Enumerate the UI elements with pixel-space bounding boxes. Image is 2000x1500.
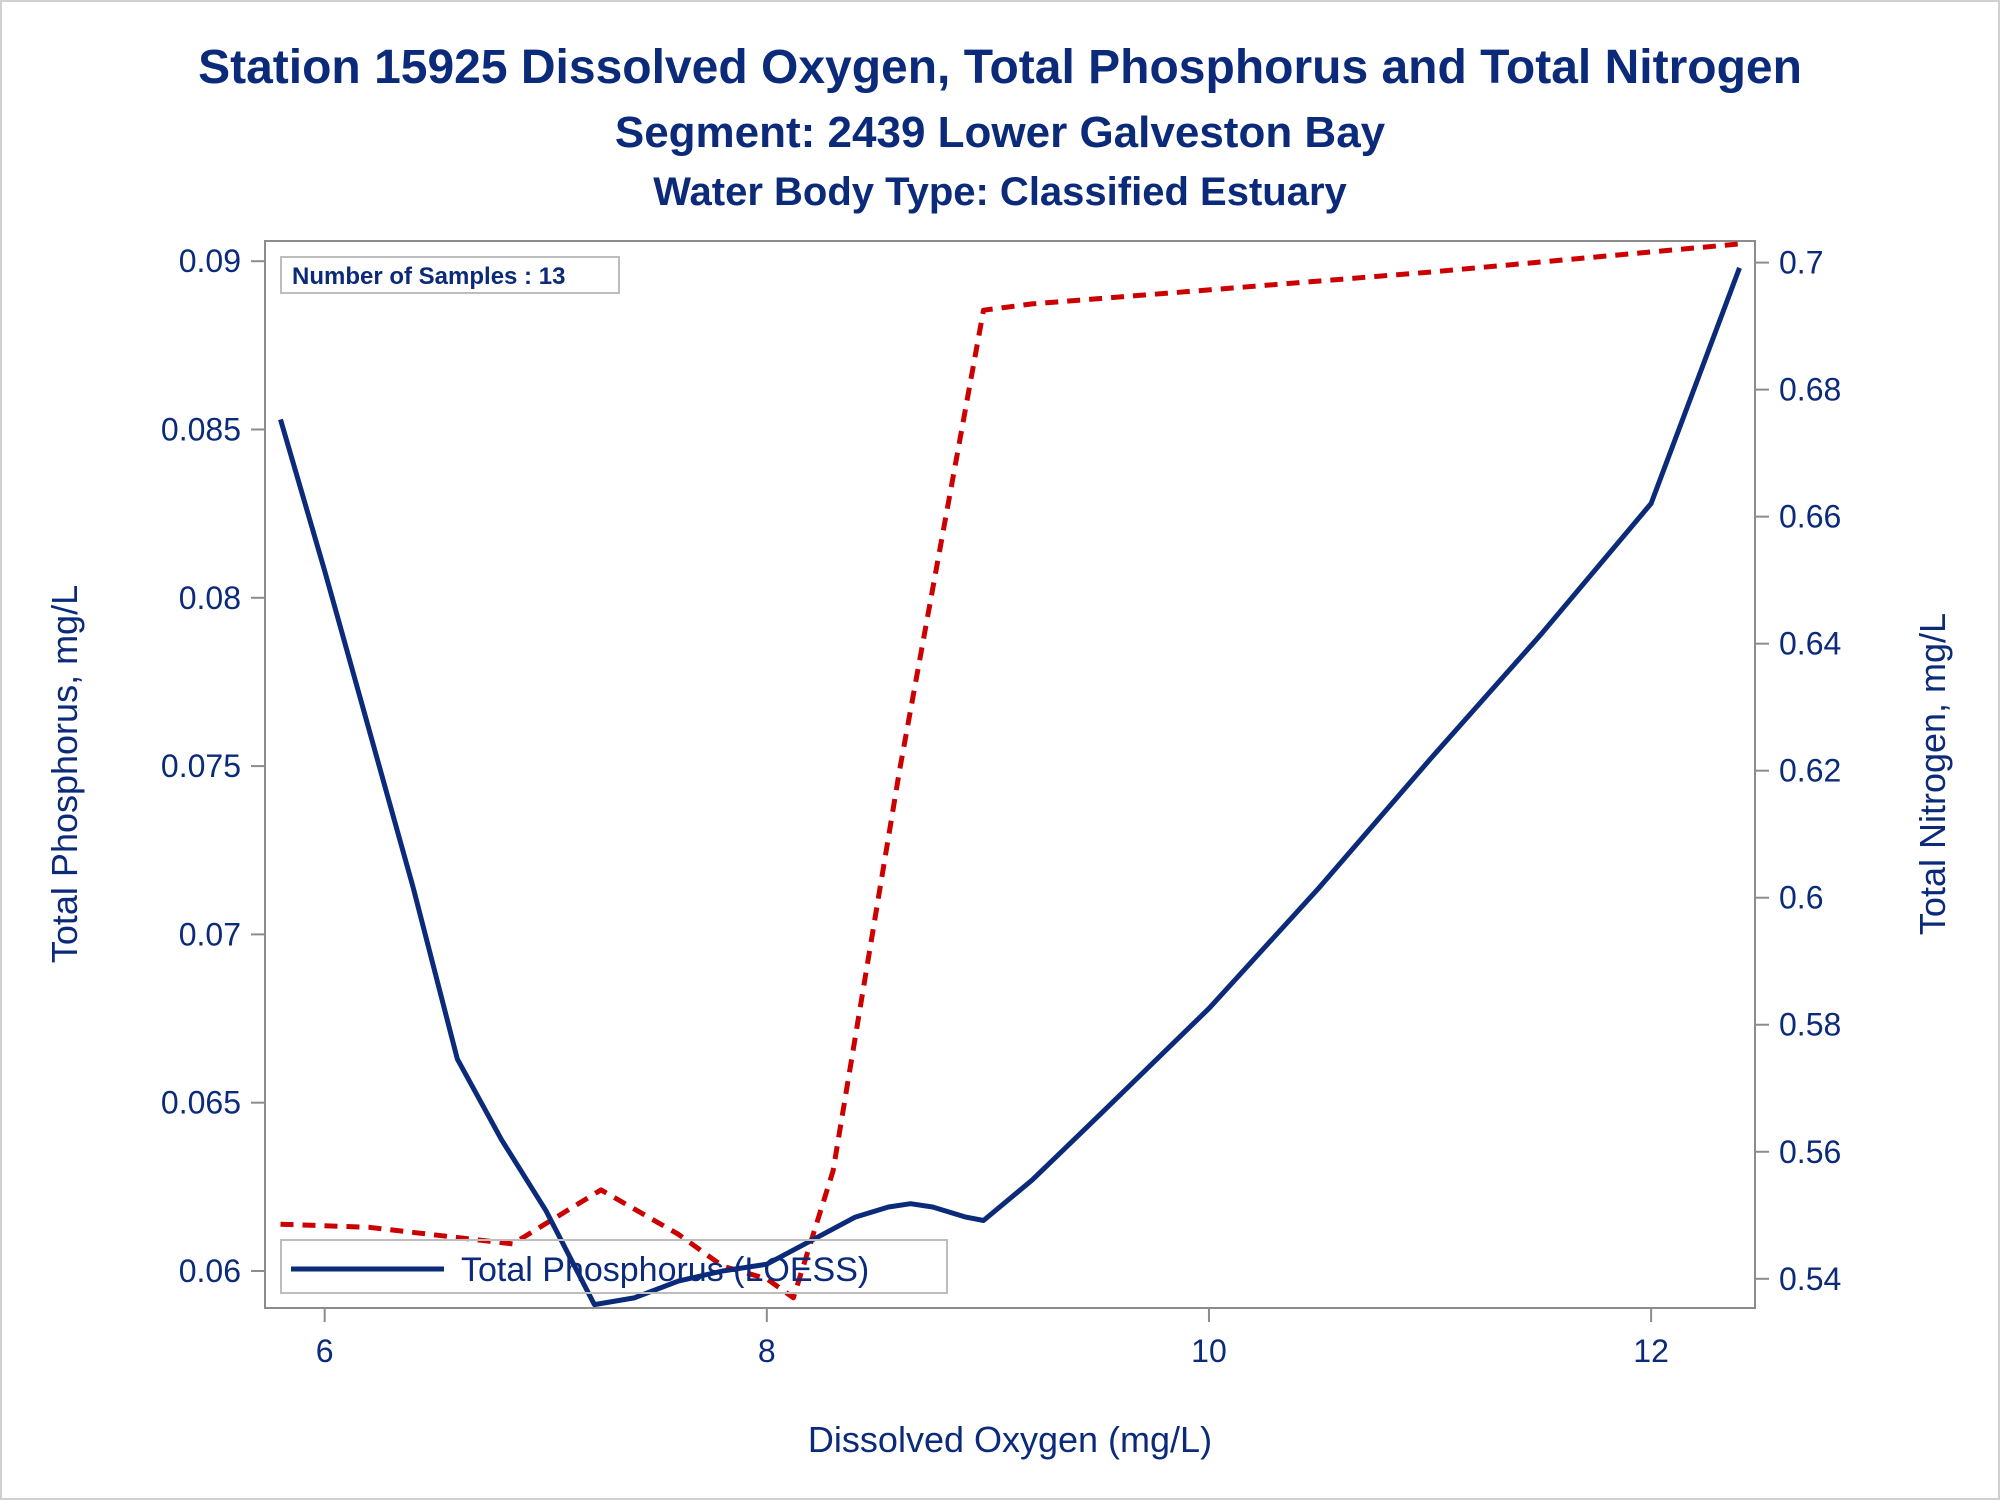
right-tick-label: 0.56	[1779, 1134, 1841, 1170]
right-tick-label: 0.66	[1779, 499, 1841, 535]
x-tick-label: 10	[1191, 1333, 1227, 1369]
left-axis-ticks: 0.06 0.065 0.07 0.075 0.08 0.085 0.09	[161, 243, 265, 1289]
left-tick-label: 0.08	[179, 580, 241, 616]
right-tick-label: 0.68	[1779, 372, 1841, 408]
sample-count-text: Number of Samples : 13	[292, 263, 565, 290]
left-tick-label: 0.075	[161, 748, 241, 784]
nitrogen-line	[280, 241, 1745, 1301]
x-tick-label: 8	[758, 1333, 776, 1369]
right-tick-label: 0.64	[1779, 626, 1841, 662]
chart-title: Station 15925 Dissolved Oxygen, Total Ph…	[198, 41, 1802, 94]
right-tick-label: 0.6	[1779, 880, 1823, 916]
right-tick-label: 0.62	[1779, 753, 1841, 789]
legend-label-phosphorus: Total Phosphorus (LOESS)	[461, 1251, 869, 1289]
plot-area	[264, 240, 1756, 1309]
right-tick-label: 0.54	[1779, 1261, 1841, 1297]
right-axis-label: Total Nitrogen, mg/L	[1912, 613, 1953, 935]
right-tick-label: 0.7	[1779, 245, 1823, 281]
x-tick-label: 6	[316, 1333, 334, 1369]
left-tick-label: 0.06	[179, 1253, 241, 1289]
left-axis-label: Total Phosphorus, mg/L	[44, 585, 85, 963]
phosphorus-line	[278, 267, 1742, 1308]
left-tick-label: 0.085	[161, 411, 241, 447]
x-tick-label: 12	[1633, 1333, 1669, 1369]
right-axis-ticks: 0.54 0.56 0.58 0.6 0.62 0.64 0.66 0.68 0.7	[1755, 245, 1841, 1297]
left-tick-label: 0.07	[179, 916, 241, 952]
series-layer	[278, 241, 1745, 1308]
left-tick-label: 0.09	[179, 243, 241, 279]
chart-subtitle: Segment: 2439 Lower Galveston Bay	[614, 108, 1386, 157]
left-tick-label: 0.065	[161, 1085, 241, 1121]
sample-count-box	[280, 256, 620, 294]
right-tick-label: 0.58	[1779, 1007, 1841, 1043]
x-axis-ticks: 6 8 10 12	[316, 1308, 1669, 1369]
x-axis-label: Dissolved Oxygen (mg/L)	[808, 1419, 1212, 1460]
legend-box	[280, 1239, 948, 1294]
chart-subtitle-2: Water Body Type: Classified Estuary	[653, 170, 1347, 214]
